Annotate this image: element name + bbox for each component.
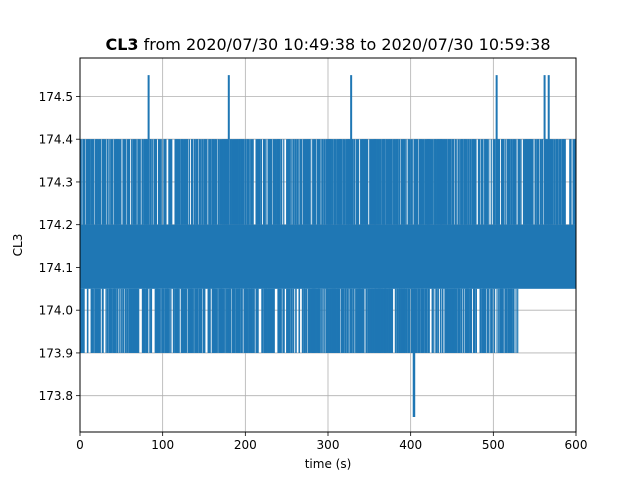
chart-title: CL3 from 2020/07/30 10:49:38 to 2020/07/…	[105, 35, 550, 54]
x-tick-label-6: 600	[565, 438, 588, 452]
x-axis-label: time (s)	[305, 457, 352, 471]
y-axis: 173.8 173.9 174.0 174.1 174.2 174.3 174.4 174.5	[39, 90, 80, 403]
y-tick-label-5: 174.3	[39, 175, 73, 189]
x-tick-label-1: 100	[151, 438, 174, 452]
x-tick-label-5: 500	[482, 438, 505, 452]
x-tick-label-3: 300	[317, 438, 340, 452]
y-tick-label-2: 174.0	[39, 304, 73, 318]
y-tick-label-1: 173.9	[39, 346, 73, 360]
x-tick-label-4: 400	[399, 438, 422, 452]
y-tick-label-7: 174.5	[39, 90, 73, 104]
x-tick-label-2: 200	[234, 438, 257, 452]
y-tick-label-6: 174.4	[39, 133, 73, 147]
x-tick-label-0: 0	[76, 438, 84, 452]
chart-title-bold: CL3	[105, 35, 138, 54]
y-axis-label: CL3	[11, 234, 25, 257]
data-series	[80, 75, 576, 418]
y-tick-label-4: 174.2	[39, 218, 73, 232]
x-axis: 0 100 200 300 400 500 600	[76, 432, 587, 452]
chart-title-rest: from 2020/07/30 10:49:38 to 2020/07/30 1…	[144, 35, 551, 54]
y-tick-label-3: 174.1	[39, 261, 73, 275]
y-tick-label-0: 173.8	[39, 389, 73, 403]
series-core-band	[80, 224, 576, 289]
